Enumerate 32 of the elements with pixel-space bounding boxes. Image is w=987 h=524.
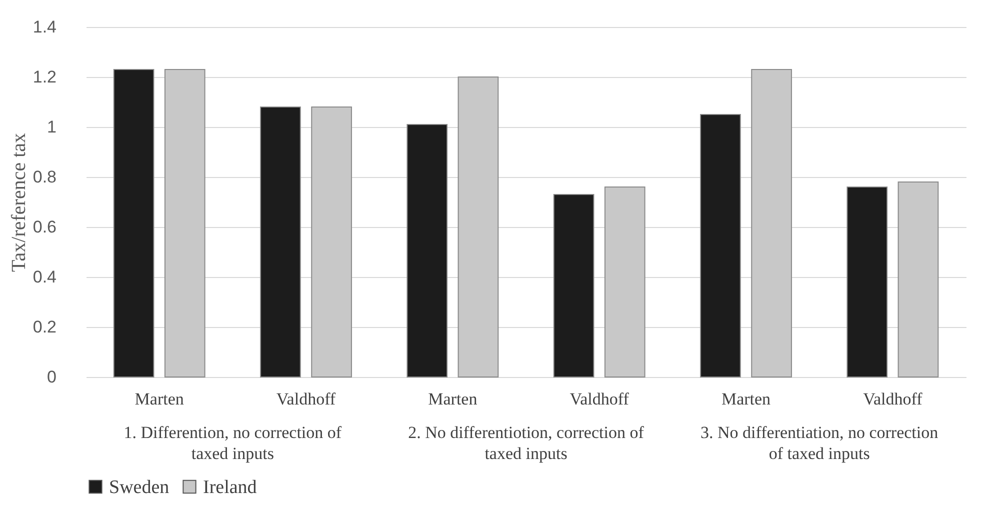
- x-tick-label: Marten: [428, 390, 478, 408]
- y-axis-title: Tax/reference tax: [8, 132, 30, 272]
- bar: [751, 69, 792, 378]
- x-tick-label: Marten: [134, 390, 184, 408]
- bar: [311, 106, 352, 378]
- x-tick-label: Valdhoff: [570, 390, 630, 408]
- bar: [846, 186, 888, 378]
- legend-label: Ireland: [203, 476, 258, 498]
- bar: [260, 106, 301, 378]
- bar: [458, 76, 499, 378]
- y-tick-label: 0: [47, 368, 56, 386]
- y-tick-label: 0.8: [32, 168, 56, 186]
- x-tick-label: Marten: [721, 390, 772, 408]
- y-tick-label: 1.4: [32, 18, 56, 36]
- bar: [406, 124, 448, 378]
- bar: [164, 69, 206, 378]
- y-tick-label: 0.2: [32, 318, 56, 336]
- text: 2. No differentiotion, correction of taxed inputs: [408, 423, 644, 463]
- y-tick-label: 1: [47, 118, 56, 136]
- legend-label: Sweden: [109, 476, 170, 498]
- bar: [700, 114, 741, 378]
- y-tick-label: 1.2: [32, 68, 56, 86]
- y-tick-label: 0.4: [32, 268, 56, 286]
- text: 3. No differentiation, no correction of taxed inputs: [700, 423, 939, 463]
- text: 1. Differention, no correction of taxed inputs: [124, 423, 342, 463]
- y-tick-label: 0.6: [32, 218, 56, 236]
- x-tick-label: Valdhoff: [276, 390, 336, 408]
- bar: [113, 69, 154, 378]
- x-tick-label: Valdhoff: [863, 390, 923, 408]
- bar: [553, 194, 594, 378]
- bar: [604, 186, 646, 378]
- bar: [898, 182, 939, 378]
